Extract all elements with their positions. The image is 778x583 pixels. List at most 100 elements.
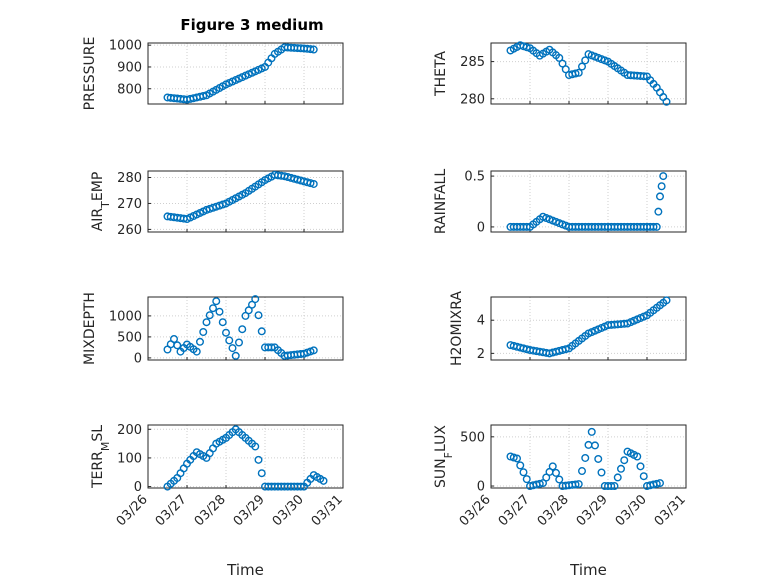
axes-box: [147, 424, 344, 489]
data-point: [254, 311, 263, 320]
axes-box: [147, 42, 344, 105]
data-point: [202, 318, 211, 327]
y-tick-label: 0: [477, 220, 485, 235]
data-point: [662, 97, 671, 106]
data-point: [513, 454, 522, 463]
y-tick-label: 2: [477, 347, 485, 362]
y-axis-label: MIXDEPTH: [82, 292, 98, 365]
data-point: [659, 172, 668, 181]
axes-box: [147, 296, 344, 361]
data-point: [574, 480, 583, 489]
data-point: [309, 45, 318, 54]
y-tick-label: 1000: [109, 309, 142, 324]
data-point: [656, 192, 665, 201]
y-tick-label: 285: [460, 55, 485, 70]
data-point: [578, 62, 587, 71]
data-point: [192, 347, 201, 356]
y-axis-label: AIRTEMP: [90, 172, 112, 232]
data-point: [309, 346, 318, 355]
data-point: [552, 468, 561, 477]
y-axis-label: PRESSURE: [82, 37, 98, 111]
data-point: [319, 476, 328, 485]
data-point: [613, 473, 622, 482]
data-point: [571, 480, 580, 489]
data-point: [652, 222, 661, 231]
y-tick-label: 0: [134, 480, 142, 495]
data-point: [199, 328, 208, 337]
data-point: [225, 336, 234, 345]
data-point: [516, 461, 525, 470]
y-tick-label: 800: [117, 82, 142, 97]
data-point: [548, 462, 557, 471]
figure-title: Figure 3 medium: [180, 16, 323, 34]
axes-box: [490, 424, 687, 489]
y-tick-label: 280: [117, 171, 142, 186]
data-point: [597, 468, 606, 477]
x-axis-label: Time: [569, 561, 607, 579]
data-point: [218, 318, 227, 327]
data-point: [581, 56, 590, 65]
data-point: [231, 351, 240, 360]
data-point: [610, 482, 619, 491]
y-tick-label: 0.5: [464, 170, 485, 185]
y-axis-label: RAINFALL: [433, 169, 449, 234]
data-point: [657, 182, 666, 191]
y-tick-label: 0: [134, 351, 142, 366]
y-tick-label: 200: [117, 423, 142, 438]
subplot-2: 280 285 THETA: [433, 41, 687, 107]
data-point: [578, 467, 587, 476]
data-point: [306, 179, 315, 188]
data-point: [574, 68, 583, 77]
y-tick-label: 500: [460, 430, 485, 445]
data-point: [535, 479, 544, 488]
y-axis-label: THETA: [433, 51, 449, 97]
data-point: [296, 482, 305, 491]
data-point: [215, 307, 224, 316]
data-point: [251, 442, 260, 451]
subplot-1: 800 900 1000 PRESSURE: [82, 37, 344, 111]
data-point: [558, 59, 567, 68]
y-tick-label: 4: [477, 314, 485, 329]
y-tick-label: 100: [117, 451, 142, 466]
data-point: [228, 344, 237, 353]
data-point: [522, 475, 531, 484]
data-point: [555, 53, 564, 62]
data-point: [594, 454, 603, 463]
y-tick-label: 260: [117, 223, 142, 238]
data-point: [652, 479, 661, 488]
data-point: [522, 222, 531, 231]
data-point: [587, 427, 596, 436]
data-point: [254, 455, 263, 464]
y-tick-label: 270: [117, 197, 142, 212]
y-axis-label: H2OMIXRA: [449, 291, 465, 366]
data-point: [257, 327, 266, 336]
data-point: [208, 304, 217, 313]
data-point: [571, 69, 580, 78]
data-point: [633, 452, 642, 461]
axes-box: [490, 296, 687, 361]
y-tick-label: 0: [477, 480, 485, 495]
data-point: [591, 441, 600, 450]
data-point: [639, 72, 648, 81]
data-point: [636, 462, 645, 471]
data-point: [617, 464, 626, 473]
data-point: [656, 479, 665, 488]
subplot-5: 0 500 1000 MIXDEPTH: [82, 292, 344, 366]
data-point: [251, 295, 260, 304]
data-point: [519, 468, 528, 477]
axes-box: [490, 42, 687, 105]
data-point: [238, 325, 247, 334]
data-point: [607, 482, 616, 491]
subplot-3: 260 270 280 AIRTEMP: [90, 170, 344, 238]
data-point: [169, 335, 178, 344]
data-point: [221, 328, 230, 337]
y-tick-label: 1000: [109, 39, 142, 54]
data-point: [267, 343, 276, 352]
data-point: [199, 92, 208, 101]
data-point: [561, 345, 570, 354]
x-axis-label: Time: [226, 561, 264, 579]
data-point: [561, 65, 570, 74]
data-point: [234, 338, 243, 347]
data-point: [620, 456, 629, 465]
